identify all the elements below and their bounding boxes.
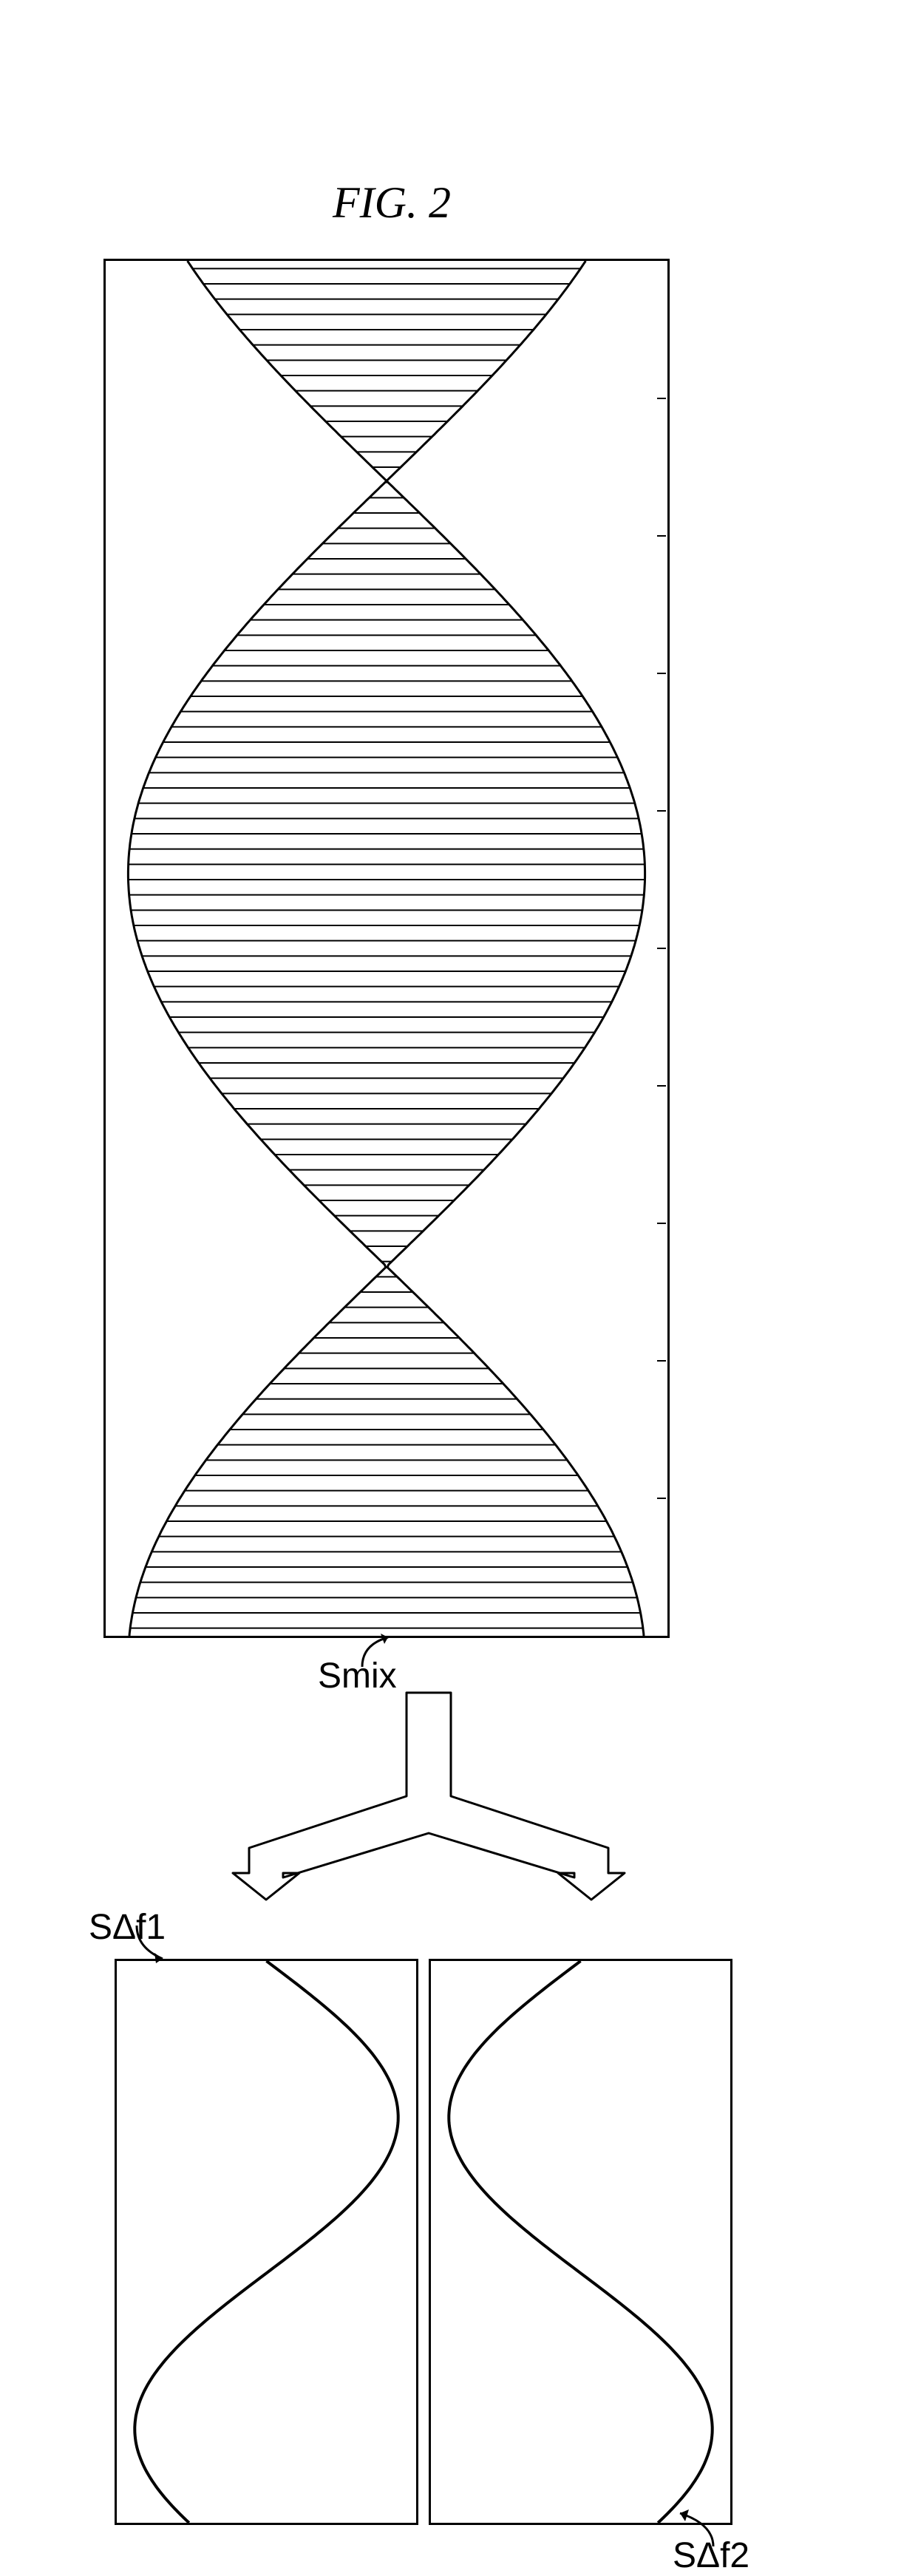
split-arrow <box>0 0 918 2028</box>
output-panel-sdf2 <box>429 1959 732 2525</box>
sdf2-callout-arrow <box>673 2509 724 2554</box>
sdf1-plot <box>117 1961 416 2523</box>
sdf1-callout-arrow <box>129 1922 174 1966</box>
output-panel-sdf1 <box>115 1959 418 2525</box>
sdf2-plot <box>431 1961 730 2523</box>
